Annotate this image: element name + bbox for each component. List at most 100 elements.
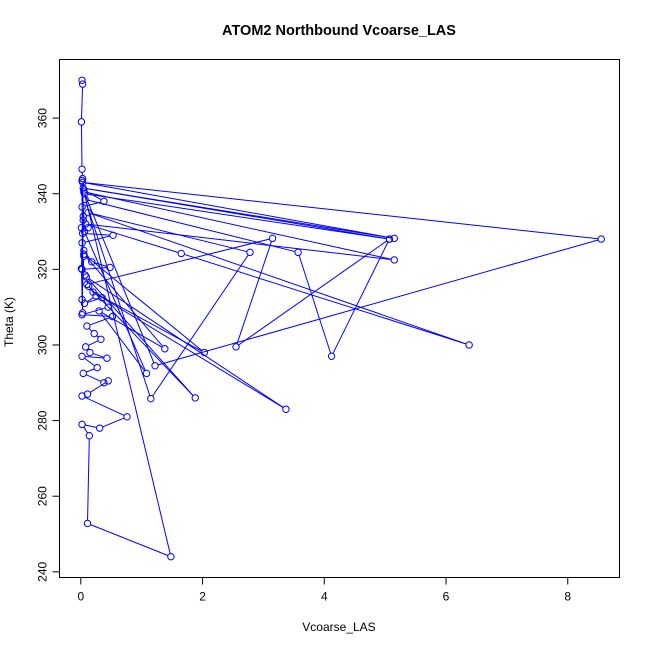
data-point [83,280,91,289]
x-tick-label: 4 [321,590,328,604]
data-point [80,299,89,308]
x-axis: 0 2 4 6 8 [77,577,571,604]
chart-title: ATOM2 Northbound Vcoarse_LAS [222,23,456,39]
data-point [85,432,94,440]
y-tick-label: 260 [36,486,50,506]
data-point [147,394,155,403]
data-point [78,392,86,400]
series-line-segment [298,255,332,354]
series-line-segment [158,239,599,366]
data-point [104,377,112,385]
series-line-segment [83,426,89,434]
series-line-segment [102,417,125,428]
series-line-segment [85,182,392,239]
series-line-segment [80,125,83,166]
y-tick-label: 280 [36,410,50,430]
data-point [79,184,87,192]
x-tick-label: 8 [564,590,571,604]
series-line-segment [86,297,94,303]
data-point [100,379,108,387]
y-tick-label: 240 [36,561,50,581]
data-point [78,309,87,317]
data-point [78,80,87,88]
series-line-segment [95,293,202,352]
series-line-segment [81,87,84,119]
data-point [79,212,87,221]
y-axis: 240 260 280 300 320 340 360 [36,108,60,582]
data-point [78,420,86,429]
series-line-segment [152,254,249,397]
data-point [81,271,89,279]
series-line-segment [88,340,99,346]
series-line-segment [95,293,284,409]
data-point [78,295,86,304]
data-point [80,252,88,260]
series-line-segment [85,233,110,236]
data-point [97,335,105,343]
series-line-segment [184,253,467,345]
data-point [597,235,605,243]
data-point [80,227,89,236]
series-line-segment [85,277,89,284]
data-point [327,352,336,361]
data-point [294,248,302,257]
data-point [77,264,86,273]
data-point [390,234,398,243]
data-point [98,294,106,302]
data-point [100,197,108,205]
data-point [80,188,88,196]
data-point [81,220,90,228]
plot-area [77,76,605,561]
data-point [90,329,98,338]
series-line-segment [85,234,146,371]
series-line-segment [86,192,392,260]
data-point [390,256,398,264]
data-point [191,394,199,402]
data-point [142,369,151,378]
data-point [83,322,91,330]
data-point [83,519,92,528]
data-point [109,231,117,240]
data-point [88,258,96,266]
series-line-segment [84,194,155,363]
series-line-segment [92,353,105,358]
series-line-segment [86,255,203,351]
data-point [151,362,159,370]
series-line-segment [84,396,125,416]
series-line-segment [332,241,389,354]
series-line-segment [88,328,93,332]
data-point [78,229,87,238]
series-line-segment [84,357,95,367]
series-line-segment [100,313,146,372]
series-line-segment [85,182,599,240]
data-point [78,352,86,361]
data-point [82,273,90,281]
series-line-segment [90,524,169,556]
y-tick-label: 320 [36,259,50,279]
series-line-segment [85,314,110,317]
data-point [167,553,175,561]
data-point [268,234,277,243]
data-point [77,118,86,126]
data-point [385,235,394,243]
series-line-segment [101,312,163,348]
data-point [95,307,103,315]
y-tick-label: 360 [36,108,50,128]
data-point [78,165,86,173]
data-point [282,405,290,413]
series-line-segment [88,224,179,254]
data-point [81,195,89,204]
series-line-segment [86,188,392,239]
data-point [123,413,131,421]
series-line-segment [85,424,97,428]
data-point [81,343,90,351]
data-point [103,354,111,362]
data-point [104,303,112,311]
data-point [89,288,97,296]
y-tick-label: 340 [36,183,50,203]
series-line-segment [91,212,248,253]
y-tick-label: 300 [36,335,50,355]
data-point [80,246,88,255]
series-line-segment [87,193,387,240]
